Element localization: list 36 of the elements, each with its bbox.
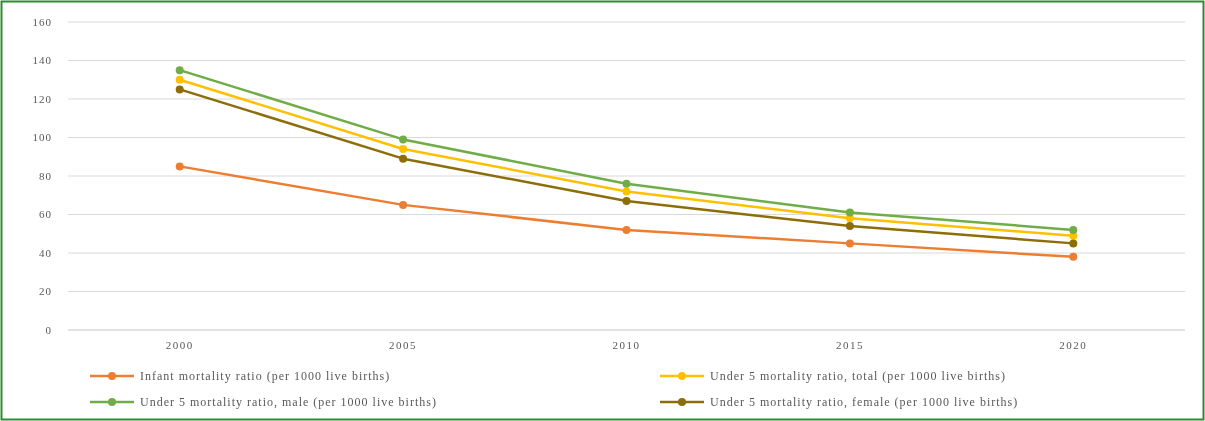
x-tick-label: 2010 <box>612 338 641 351</box>
point <box>399 200 408 209</box>
y-tick-label: 120 <box>32 92 52 105</box>
point <box>845 208 854 217</box>
legend-label: Under 5 mortality ratio, total (per 1000 live births) <box>710 369 1006 384</box>
y-tick-label: 40 <box>39 246 52 259</box>
point <box>1069 252 1078 261</box>
point <box>175 75 184 84</box>
x-tick-label: 2015 <box>835 338 864 351</box>
point <box>622 179 631 188</box>
point <box>622 225 631 234</box>
point <box>175 85 184 94</box>
point <box>845 239 854 248</box>
legend-label: Under 5 mortality ratio, female (per 1000 live births) <box>710 395 1019 410</box>
point <box>175 66 184 75</box>
point <box>622 197 631 206</box>
point <box>399 154 408 163</box>
point <box>175 162 184 171</box>
y-tick-label: 80 <box>39 169 52 182</box>
x-tick-label: 2000 <box>165 338 194 351</box>
legend-label: Infant mortality ratio (per 1000 live births) <box>140 369 391 384</box>
y-tick-label: 140 <box>32 54 52 67</box>
point <box>1069 239 1078 248</box>
x-tick-label: 2020 <box>1059 338 1088 351</box>
point <box>399 145 408 154</box>
y-tick-label: 100 <box>32 131 52 144</box>
point <box>1069 225 1078 234</box>
y-tick-label: 60 <box>39 208 52 221</box>
y-tick-label: 160 <box>32 15 52 28</box>
point <box>399 135 408 144</box>
point <box>622 187 631 196</box>
y-tick-label: 20 <box>39 285 52 298</box>
point <box>845 222 854 231</box>
y-tick-label: 0 <box>45 323 52 336</box>
x-tick-label: 2005 <box>389 338 418 351</box>
legend-label: Under 5 mortality ratio, male (per 1000 live births) <box>140 395 437 410</box>
